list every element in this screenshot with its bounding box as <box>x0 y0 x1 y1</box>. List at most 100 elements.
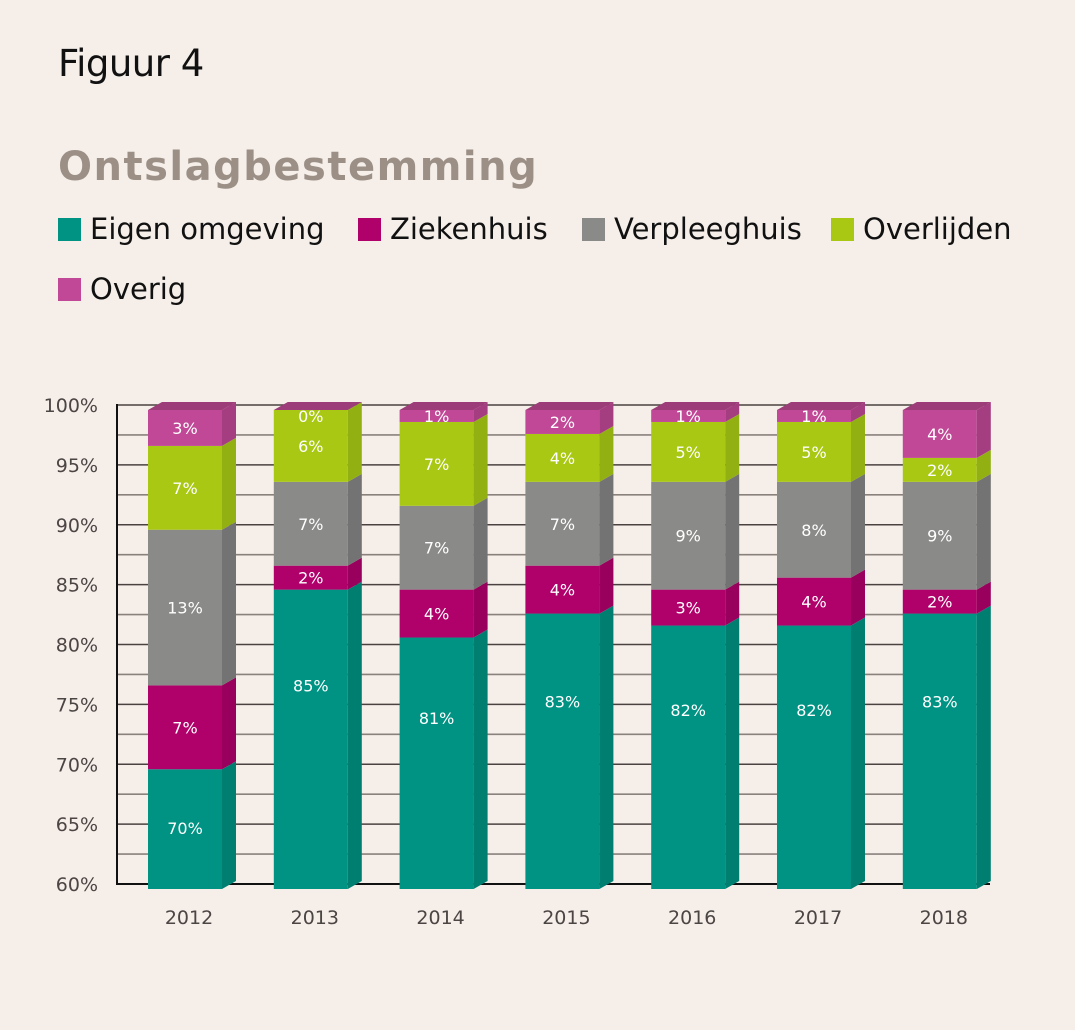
y-tick-label: 60% <box>56 874 98 896</box>
bar-top-cap <box>273 402 362 410</box>
y-tick-label: 90% <box>56 515 98 537</box>
data-label: 83% <box>922 693 958 712</box>
bar-segment-eigen-omgeving <box>902 613 977 889</box>
bar-top-cap <box>777 402 865 410</box>
bar-segment-overlijden <box>399 421 474 506</box>
bar-segment-side <box>599 605 614 889</box>
data-label: 82% <box>670 701 706 720</box>
bar-top-cap <box>148 402 236 410</box>
bar-segment-side <box>347 557 362 590</box>
legend-label: Verpleeghuis <box>614 212 802 246</box>
bar-top-cap <box>651 402 740 410</box>
legend-swatch <box>582 217 605 241</box>
bar-segment-overig <box>525 410 600 434</box>
bar-segment-verpleeghuis <box>902 481 977 590</box>
legend-item-verpleeghuis: Verpleeghuis <box>582 212 802 246</box>
bar-segment-side <box>976 449 991 482</box>
data-label: 85% <box>293 676 329 695</box>
bar-segment-side <box>473 629 488 889</box>
bar-segment-side <box>473 497 488 590</box>
bar-segment-overig <box>902 410 977 458</box>
bar-segment-ziekenhuis <box>148 685 222 770</box>
bar-segment-side <box>222 677 236 770</box>
bar-segment-side <box>599 557 614 614</box>
bar-segment-side <box>599 473 614 566</box>
bar-segment-overlijden <box>148 445 222 530</box>
data-label: 5% <box>801 443 826 462</box>
x-tick-label: 2016 <box>668 907 716 929</box>
legend-item-ziekenhuis: Ziekenhuis <box>358 212 548 246</box>
data-label: 2% <box>550 413 575 432</box>
bar-segment-side <box>851 569 865 626</box>
bar-segment-side <box>473 413 488 506</box>
x-tick-label: 2014 <box>416 907 464 929</box>
data-label: 3% <box>676 599 701 618</box>
legend-swatch <box>58 277 81 301</box>
bar-segment-overig <box>651 410 726 422</box>
bar-segment-ziekenhuis <box>651 589 726 626</box>
x-tick-label: 2017 <box>794 907 842 929</box>
bar-segment-eigen-omgeving <box>651 625 726 889</box>
legend-label: Eigen omgeving <box>90 212 325 246</box>
bar-segment-overlijden <box>651 421 726 482</box>
bar-segment-eigen-omgeving <box>525 613 600 889</box>
data-label: 81% <box>419 709 455 728</box>
data-label: 5% <box>676 443 701 462</box>
legend-swatch <box>58 217 81 241</box>
bar-segment-side <box>347 581 362 889</box>
data-label: 9% <box>676 527 701 546</box>
bar-segment-verpleeghuis <box>399 505 474 590</box>
bar-segment-side <box>473 402 488 422</box>
data-label: 7% <box>172 718 197 737</box>
data-label: 4% <box>550 581 575 600</box>
bar-segment-side <box>976 402 991 458</box>
data-label: 7% <box>424 539 449 558</box>
legend-swatch <box>358 217 381 241</box>
data-label: 70% <box>167 819 203 838</box>
data-label: 7% <box>550 515 575 534</box>
bar-segment-side <box>851 617 865 889</box>
data-label: 13% <box>167 599 203 618</box>
bar-segment-overlijden <box>273 410 348 482</box>
bar-segment-side <box>976 473 991 590</box>
y-tick-label: 100% <box>44 395 98 417</box>
legend-label: Overig <box>90 272 187 306</box>
bar-segment-ziekenhuis <box>902 589 977 614</box>
legend-swatch <box>831 217 854 241</box>
legend-item-eigen-omgeving: Eigen omgeving <box>58 212 324 246</box>
data-label: 1% <box>424 407 449 426</box>
data-label: 9% <box>927 527 952 546</box>
y-tick-label: 80% <box>56 635 98 657</box>
bar-top-cap <box>399 402 488 410</box>
data-label: 4% <box>550 449 575 468</box>
bar-segment-verpleeghuis <box>777 481 851 578</box>
bar-segment-side <box>725 473 740 590</box>
bar-segment-side <box>222 437 236 530</box>
bar-segment-side <box>851 402 865 422</box>
bar-segment-side <box>851 413 865 482</box>
x-tick-label: 2018 <box>920 907 968 929</box>
y-tick-label: 95% <box>56 455 98 477</box>
bar-segment-side <box>347 402 362 482</box>
bar-segment-side <box>222 521 236 686</box>
bar-segment-overlijden <box>525 433 600 482</box>
bar-segment-side <box>599 402 614 434</box>
data-label: 0% <box>298 407 323 426</box>
bar-segment-side <box>725 581 740 626</box>
data-label: 7% <box>172 479 197 498</box>
chart-title: Ontslagbestemming <box>58 144 539 190</box>
data-label: 1% <box>801 407 826 426</box>
bar-segment-side <box>347 473 362 566</box>
bar-segment-verpleeghuis <box>651 481 726 590</box>
figure-label: Figuur 4 <box>58 42 204 85</box>
bar-segment-side <box>473 581 488 638</box>
bar-segment-side <box>222 761 236 889</box>
x-tick-label: 2013 <box>291 907 339 929</box>
bar-segment-verpleeghuis <box>525 481 600 566</box>
bar-segment-verpleeghuis <box>273 481 348 566</box>
legend-label: Overlijden <box>863 212 1012 246</box>
bar-segment-overlijden <box>902 457 977 482</box>
bar-segment-side <box>851 473 865 578</box>
data-label: 1% <box>676 407 701 426</box>
bar-segment-ziekenhuis <box>777 577 851 626</box>
